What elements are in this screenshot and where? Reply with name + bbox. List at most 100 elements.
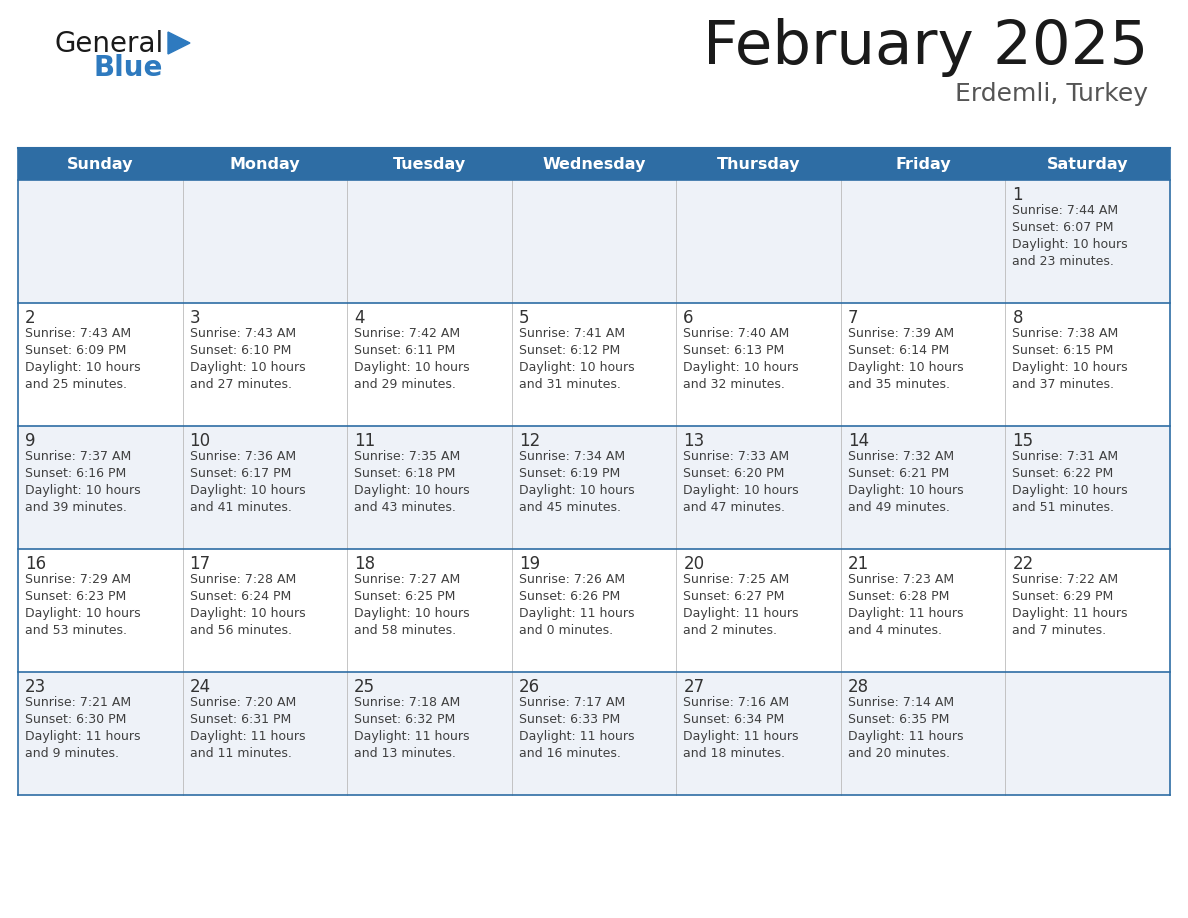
Text: Sunrise: 7:20 AM: Sunrise: 7:20 AM [190,696,296,709]
Text: 9: 9 [25,432,36,450]
Text: 8: 8 [1012,309,1023,327]
Text: Daylight: 10 hours: Daylight: 10 hours [1012,361,1129,374]
Text: Sunrise: 7:23 AM: Sunrise: 7:23 AM [848,573,954,586]
Text: Sunrise: 7:32 AM: Sunrise: 7:32 AM [848,450,954,463]
Text: Daylight: 10 hours: Daylight: 10 hours [354,607,469,620]
Text: Daylight: 11 hours: Daylight: 11 hours [519,730,634,743]
Text: and 53 minutes.: and 53 minutes. [25,624,127,637]
Text: Sunset: 6:21 PM: Sunset: 6:21 PM [848,467,949,480]
Text: Daylight: 11 hours: Daylight: 11 hours [354,730,469,743]
Text: Sunrise: 7:27 AM: Sunrise: 7:27 AM [354,573,461,586]
Text: Thursday: Thursday [716,156,801,172]
Text: General: General [55,30,164,58]
Text: 26: 26 [519,678,539,696]
Text: 28: 28 [848,678,868,696]
Text: Sunrise: 7:18 AM: Sunrise: 7:18 AM [354,696,461,709]
Text: and 20 minutes.: and 20 minutes. [848,747,950,760]
Text: and 43 minutes.: and 43 minutes. [354,501,456,514]
Text: Daylight: 11 hours: Daylight: 11 hours [190,730,305,743]
Text: Sunrise: 7:35 AM: Sunrise: 7:35 AM [354,450,461,463]
Text: Sunset: 6:26 PM: Sunset: 6:26 PM [519,590,620,603]
Text: Sunset: 6:10 PM: Sunset: 6:10 PM [190,344,291,357]
Text: 10: 10 [190,432,210,450]
Text: Sunset: 6:16 PM: Sunset: 6:16 PM [25,467,126,480]
Text: Sunday: Sunday [67,156,133,172]
Text: and 49 minutes.: and 49 minutes. [848,501,949,514]
Text: Sunset: 6:25 PM: Sunset: 6:25 PM [354,590,455,603]
Text: Sunrise: 7:22 AM: Sunrise: 7:22 AM [1012,573,1119,586]
Text: and 51 minutes.: and 51 minutes. [1012,501,1114,514]
Text: 20: 20 [683,555,704,573]
Text: 17: 17 [190,555,210,573]
Text: Daylight: 10 hours: Daylight: 10 hours [354,361,469,374]
Bar [18,180,1170,303]
Text: and 2 minutes.: and 2 minutes. [683,624,777,637]
Text: and 25 minutes.: and 25 minutes. [25,378,127,391]
Text: Monday: Monday [229,156,301,172]
Text: and 0 minutes.: and 0 minutes. [519,624,613,637]
Text: Sunrise: 7:25 AM: Sunrise: 7:25 AM [683,573,790,586]
Text: Saturday: Saturday [1047,156,1129,172]
Text: Sunrise: 7:29 AM: Sunrise: 7:29 AM [25,573,131,586]
Text: 13: 13 [683,432,704,450]
Text: Sunrise: 7:16 AM: Sunrise: 7:16 AM [683,696,789,709]
Text: 25: 25 [354,678,375,696]
Text: Sunrise: 7:36 AM: Sunrise: 7:36 AM [190,450,296,463]
Bar [18,672,1170,795]
Text: Daylight: 10 hours: Daylight: 10 hours [683,361,798,374]
Text: Sunset: 6:15 PM: Sunset: 6:15 PM [1012,344,1114,357]
Text: Sunrise: 7:34 AM: Sunrise: 7:34 AM [519,450,625,463]
Text: Sunrise: 7:31 AM: Sunrise: 7:31 AM [1012,450,1119,463]
Text: Daylight: 10 hours: Daylight: 10 hours [1012,238,1129,251]
Text: Daylight: 10 hours: Daylight: 10 hours [190,484,305,497]
Text: 7: 7 [848,309,859,327]
Text: Sunrise: 7:14 AM: Sunrise: 7:14 AM [848,696,954,709]
Text: Sunrise: 7:17 AM: Sunrise: 7:17 AM [519,696,625,709]
Text: and 58 minutes.: and 58 minutes. [354,624,456,637]
Text: Sunrise: 7:40 AM: Sunrise: 7:40 AM [683,327,790,340]
Text: and 4 minutes.: and 4 minutes. [848,624,942,637]
Text: Sunset: 6:33 PM: Sunset: 6:33 PM [519,713,620,726]
Text: Sunset: 6:18 PM: Sunset: 6:18 PM [354,467,455,480]
Text: Daylight: 11 hours: Daylight: 11 hours [683,730,798,743]
Text: Sunrise: 7:44 AM: Sunrise: 7:44 AM [1012,204,1119,217]
Text: and 41 minutes.: and 41 minutes. [190,501,291,514]
Text: 14: 14 [848,432,868,450]
Text: Daylight: 10 hours: Daylight: 10 hours [354,484,469,497]
Text: 12: 12 [519,432,541,450]
Text: and 9 minutes.: and 9 minutes. [25,747,119,760]
Text: Sunrise: 7:26 AM: Sunrise: 7:26 AM [519,573,625,586]
Text: 16: 16 [25,555,46,573]
Text: Sunset: 6:27 PM: Sunset: 6:27 PM [683,590,784,603]
Text: 5: 5 [519,309,529,327]
Text: Sunset: 6:14 PM: Sunset: 6:14 PM [848,344,949,357]
Text: Sunset: 6:23 PM: Sunset: 6:23 PM [25,590,126,603]
Text: Sunset: 6:22 PM: Sunset: 6:22 PM [1012,467,1113,480]
Text: and 39 minutes.: and 39 minutes. [25,501,127,514]
Text: Sunset: 6:28 PM: Sunset: 6:28 PM [848,590,949,603]
Text: 6: 6 [683,309,694,327]
Text: Sunrise: 7:37 AM: Sunrise: 7:37 AM [25,450,131,463]
Text: Daylight: 10 hours: Daylight: 10 hours [519,361,634,374]
Text: and 23 minutes.: and 23 minutes. [1012,255,1114,268]
Text: Daylight: 10 hours: Daylight: 10 hours [25,484,140,497]
Text: Friday: Friday [896,156,950,172]
Text: Daylight: 10 hours: Daylight: 10 hours [519,484,634,497]
Text: 4: 4 [354,309,365,327]
Text: 18: 18 [354,555,375,573]
Text: 1: 1 [1012,186,1023,204]
Text: Sunset: 6:11 PM: Sunset: 6:11 PM [354,344,455,357]
Text: and 29 minutes.: and 29 minutes. [354,378,456,391]
Text: Sunset: 6:32 PM: Sunset: 6:32 PM [354,713,455,726]
Text: 15: 15 [1012,432,1034,450]
Text: Sunrise: 7:28 AM: Sunrise: 7:28 AM [190,573,296,586]
Text: Daylight: 10 hours: Daylight: 10 hours [848,361,963,374]
Text: Daylight: 10 hours: Daylight: 10 hours [25,361,140,374]
Text: 21: 21 [848,555,870,573]
Text: 2: 2 [25,309,36,327]
Text: Sunrise: 7:41 AM: Sunrise: 7:41 AM [519,327,625,340]
Text: Daylight: 11 hours: Daylight: 11 hours [519,607,634,620]
Text: Blue: Blue [93,54,163,82]
Text: Daylight: 11 hours: Daylight: 11 hours [683,607,798,620]
Text: 19: 19 [519,555,539,573]
